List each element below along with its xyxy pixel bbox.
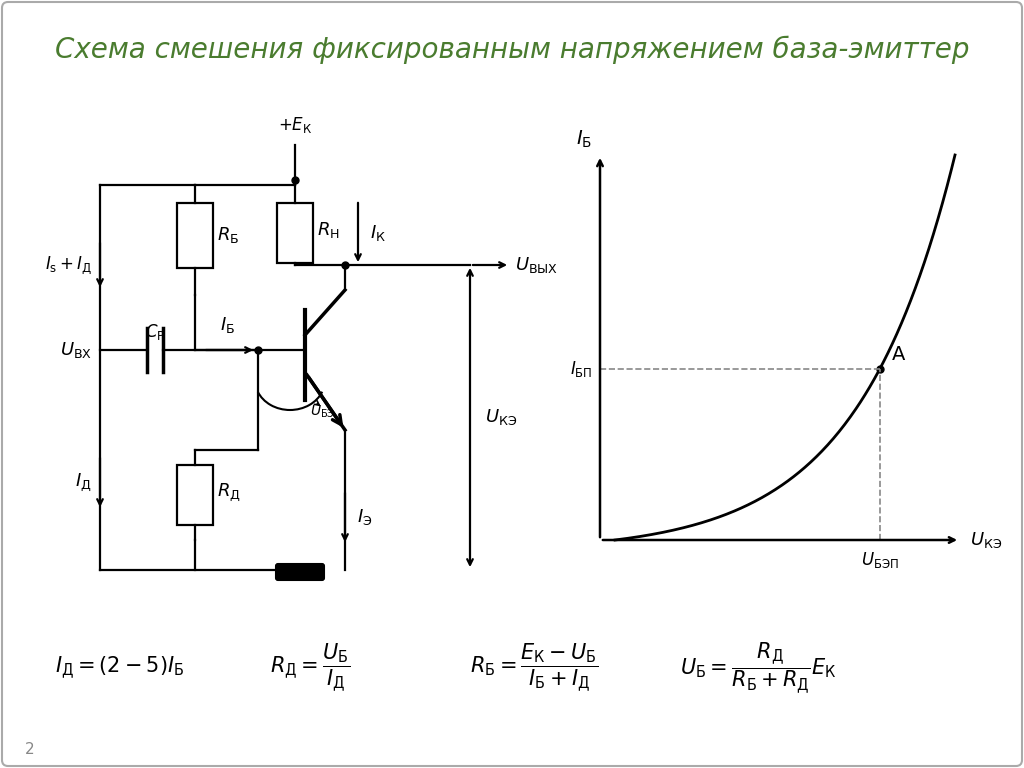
Text: $R_{\rm Н}$: $R_{\rm Н}$ — [317, 220, 340, 240]
Text: $I_{\rm Б}$: $I_{\rm Б}$ — [220, 315, 236, 335]
Text: $U_{\rm ВЫХ}$: $U_{\rm ВЫХ}$ — [515, 255, 558, 275]
Text: $I_{\rm Э}$: $I_{\rm Э}$ — [357, 507, 373, 527]
Text: $U_{\rm КЭ}$: $U_{\rm КЭ}$ — [485, 407, 517, 427]
Text: 2: 2 — [26, 743, 35, 757]
Text: Схема смешения фиксированным напряжением база-эмиттер: Схема смешения фиксированным напряжением… — [54, 36, 970, 65]
Text: $R_{\rm Д} = \dfrac{U_{\rm Б}}{I_{\rm Д}}$: $R_{\rm Д} = \dfrac{U_{\rm Б}}{I_{\rm Д}… — [270, 642, 350, 694]
FancyBboxPatch shape — [278, 203, 313, 263]
Text: $U_{\rm ВХ}$: $U_{\rm ВХ}$ — [60, 340, 92, 360]
Text: $U_{\rm БЭП}$: $U_{\rm БЭП}$ — [861, 550, 899, 570]
Text: $I_{\rm Д} = (2-5)I_{\rm Б}$: $I_{\rm Д} = (2-5)I_{\rm Б}$ — [55, 655, 184, 681]
Text: $U_{\rm Б} = \dfrac{R_{\rm Д}}{R_{\rm Б} + R_{\rm Д}}E_{\rm К}$: $U_{\rm Б} = \dfrac{R_{\rm Д}}{R_{\rm Б}… — [680, 641, 837, 696]
Text: $I_{\rm Д}$: $I_{\rm Д}$ — [76, 471, 92, 493]
Text: $R_{\rm Б} = \dfrac{E_{\rm К} - U_{\rm Б}}{I_{\rm Б} + I_{\rm Д}}$: $R_{\rm Б} = \dfrac{E_{\rm К} - U_{\rm Б… — [470, 642, 598, 694]
Text: $I_{\rm s}+I_{\rm Д}$: $I_{\rm s}+I_{\rm Д}$ — [45, 254, 92, 276]
Text: A: A — [892, 345, 905, 364]
Text: $C_{\rm Р}$: $C_{\rm Р}$ — [144, 322, 165, 342]
Text: $R_{\rm Б}$: $R_{\rm Б}$ — [217, 225, 240, 245]
FancyBboxPatch shape — [276, 564, 324, 580]
FancyBboxPatch shape — [177, 465, 213, 525]
Text: $+E_{\rm К}$: $+E_{\rm К}$ — [278, 115, 312, 135]
Text: $I_{\rm Б}$: $I_{\rm Б}$ — [575, 129, 592, 150]
Text: $I_{\rm К}$: $I_{\rm К}$ — [370, 223, 386, 243]
FancyBboxPatch shape — [177, 203, 213, 268]
Text: $U_{\rm КЭ}$: $U_{\rm КЭ}$ — [970, 530, 1002, 550]
Text: $R_{\rm Д}$: $R_{\rm Д}$ — [217, 481, 241, 503]
Text: $I_{\rm БП}$: $I_{\rm БП}$ — [569, 359, 592, 379]
Text: $U_{\rm БЭ}$: $U_{\rm БЭ}$ — [310, 404, 335, 420]
